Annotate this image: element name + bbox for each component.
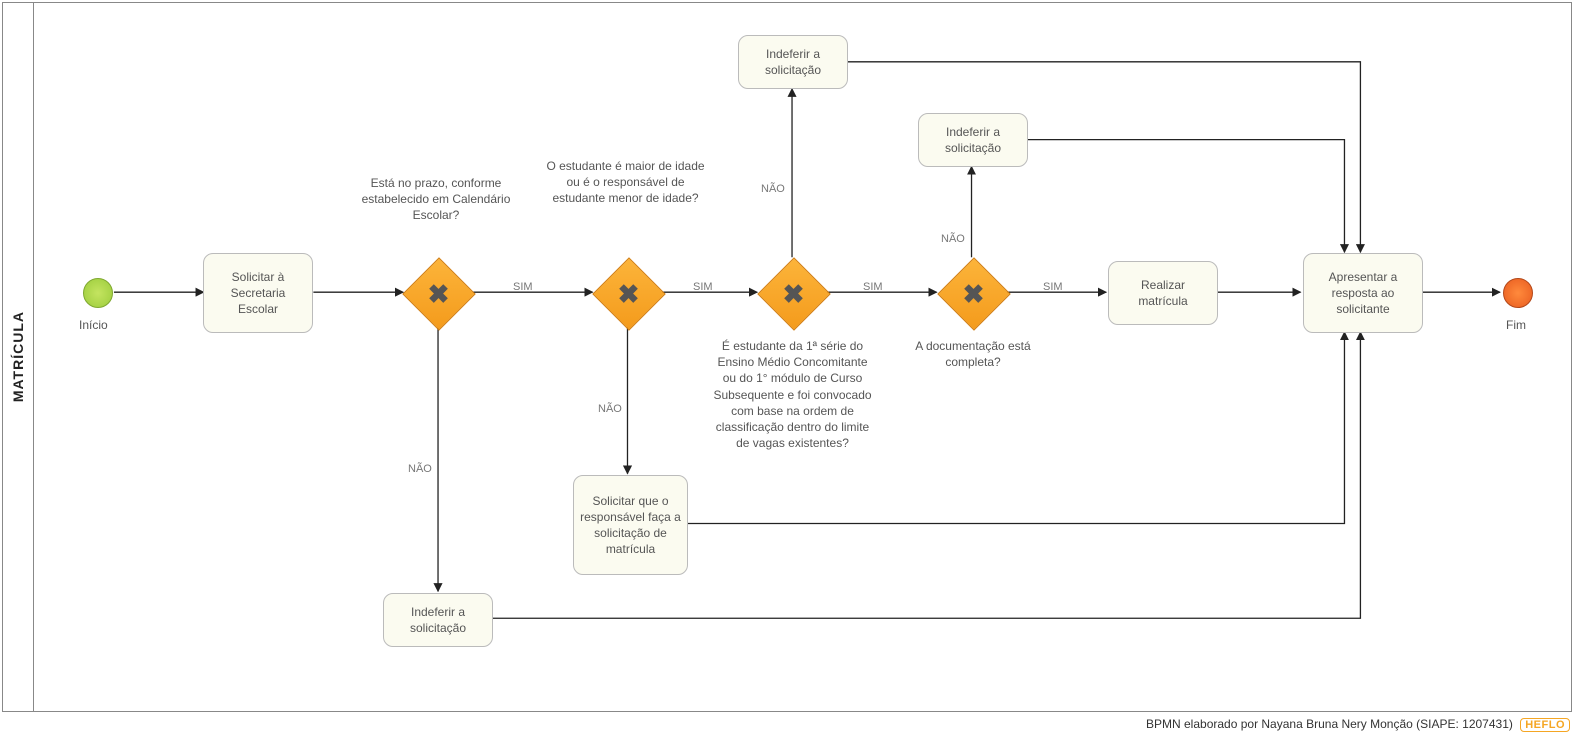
pool-title-band: MATRÍCULA (3, 3, 34, 711)
gateway-x-icon: ✖ (783, 278, 805, 309)
task-indeferir-1: Indeferir a solicitação (383, 593, 493, 647)
end-event-label: Fim (1506, 318, 1526, 332)
gateway-documentacao-question: A documentação está completa? (893, 338, 1053, 370)
task-realizar-matricula: Realizar matrícula (1108, 261, 1218, 325)
task-solicitar-responsavel: Solicitar que o responsável faça a solic… (573, 475, 688, 575)
start-event (83, 278, 113, 308)
start-event-label: Início (79, 318, 108, 332)
gateway-x-icon: ✖ (428, 278, 450, 309)
gateway-maioridade-question: O estudante é maior de idade ou é o resp… (543, 158, 708, 207)
task-solicitar-secretaria: Solicitar à Secretaria Escolar (203, 253, 313, 333)
edge-label-g4-nao: NÃO (941, 233, 965, 245)
end-event (1503, 278, 1533, 308)
heflo-badge: HEFLO (1520, 718, 1570, 732)
gateway-x-icon: ✖ (963, 278, 985, 309)
edge-label-g3-nao: NÃO (761, 183, 785, 195)
edge-label-g1-sim: SIM (513, 281, 533, 293)
edge-label-g1-nao: NÃO (408, 463, 432, 475)
edge-label-g4-sim: SIM (1043, 281, 1063, 293)
gateway-x-icon: ✖ (618, 278, 640, 309)
pool-matricula: MATRÍCULA (2, 2, 1572, 712)
task-indeferir-3: Indeferir a solicitação (918, 113, 1028, 167)
task-indeferir-2: Indeferir a solicitação (738, 35, 848, 89)
diagram-canvas: Início Fim Solicitar à Secretaria Escola… (33, 3, 1571, 711)
edge-label-g3-sim: SIM (863, 281, 883, 293)
task-apresentar-resposta: Apresentar a resposta ao solicitante (1303, 253, 1423, 333)
gateway-prazo-question: Está no prazo, conforme estabelecido em … (361, 175, 511, 224)
footer: BPMN elaborado por Nayana Bruna Nery Mon… (0, 714, 1576, 732)
edge-label-g2-sim: SIM (693, 281, 713, 293)
edge-label-g2-nao: NÃO (598, 403, 622, 415)
gateway-serie-question: É estudante da 1ª série do Ensino Médio … (710, 338, 875, 451)
pool-title: MATRÍCULA (10, 311, 26, 402)
